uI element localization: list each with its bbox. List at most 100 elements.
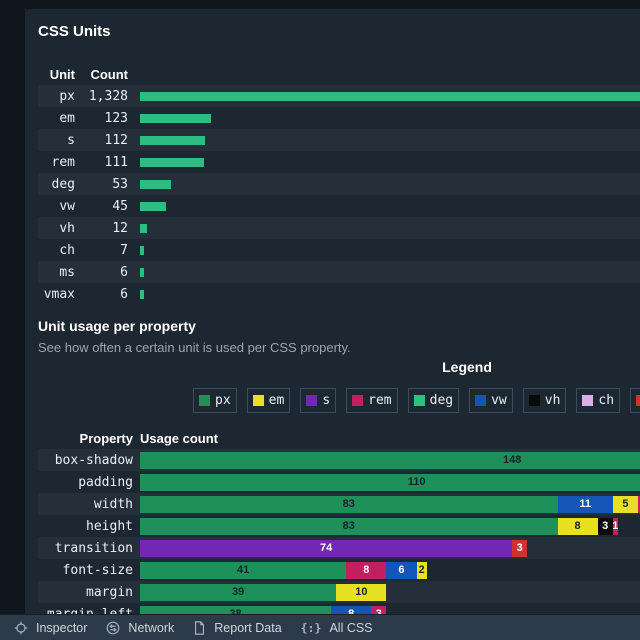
property-header-property: Property (79, 430, 133, 446)
tab-network[interactable]: Network (106, 621, 174, 635)
segment-px: 41 (140, 561, 347, 579)
segment-em: 5 (612, 495, 638, 513)
property-label: margin (86, 584, 133, 600)
unit-row-vh: vh 12 (38, 217, 640, 239)
segment-vw: 11 (557, 495, 613, 513)
unit-count: 6 (120, 264, 128, 280)
legend-label: vh (544, 393, 561, 408)
units-table-body: px 1,328 em 123 s 112 rem 111 deg 53 vw 45 vh 12 ch 7 ms… (38, 85, 640, 305)
unit-count: 45 (112, 198, 128, 214)
legend-label: px (215, 393, 231, 408)
unit-count: 111 (104, 154, 128, 170)
legend-swatch-rem (352, 395, 364, 406)
property-label: transition (54, 540, 133, 556)
unit-label: deg (51, 176, 75, 192)
legend-swatch-px (199, 395, 210, 406)
unit-count-bar (140, 267, 144, 277)
unit-label: s (67, 132, 75, 148)
segment-vw: 6 (386, 561, 417, 579)
unit-count: 1,328 (88, 88, 128, 104)
units-header-unit: Unit (49, 66, 75, 82)
tab-all-css-label: All CSS (329, 620, 373, 635)
property-label: box-shadow (54, 452, 133, 468)
legend-swatch-s (306, 395, 318, 406)
unit-row-s: s 112 (38, 129, 640, 151)
segment-rem: 3 (371, 605, 387, 614)
unit-row-ch: ch 7 (38, 239, 640, 261)
property-label: width (93, 496, 133, 512)
unit-label: px (59, 88, 75, 104)
unit-label: vmax (43, 286, 75, 302)
unit-count-bar (140, 91, 640, 101)
unit-count-bar (140, 201, 166, 211)
legend-label: s (322, 393, 331, 408)
unit-label: ch (59, 242, 75, 258)
unit-row-vw: vw 45 (38, 195, 640, 217)
inspector-crosshair-icon (14, 621, 28, 635)
legend-label: rem (368, 393, 392, 408)
legend-swatch-vw (475, 395, 487, 406)
css-units-report-panel: CSS Units Unit Count px 1,328 em 123 s 112 rem… (25, 9, 640, 614)
property-label: margin-left (46, 606, 133, 615)
segment-px: 83 (140, 517, 558, 535)
legend-chip-deg: deg (407, 388, 460, 413)
unit-count: 112 (104, 132, 128, 148)
legend-chip-px: px (193, 388, 237, 413)
unit-row-em: em 123 (38, 107, 640, 129)
property-label: padding (78, 474, 133, 490)
unit-count: 6 (120, 286, 128, 302)
tab-report-data-label: Report Data (214, 620, 282, 635)
legend-label: em (268, 393, 285, 408)
unit-row-vmax: vmax 6 (38, 283, 640, 305)
tab-all-css[interactable]: {:} All CSS (301, 621, 373, 635)
unit-row-deg: deg 53 (38, 173, 640, 195)
unit-count-bar (140, 289, 144, 299)
unit-count: 12 (112, 220, 128, 236)
legend: Legend px em s rem deg vw vh chms (193, 359, 640, 413)
segment-px: 39 (140, 583, 337, 601)
legend-chip-s: s (300, 388, 337, 413)
unit-label: rem (51, 154, 75, 170)
property-label: height (86, 518, 133, 534)
legend-chip-rem: rem (346, 388, 398, 413)
segment-px: 110 (140, 473, 640, 491)
unit-count-bar (140, 135, 205, 145)
unit-label: ms (59, 264, 75, 280)
code-braces-icon: {:} (300, 620, 322, 635)
property-row-width: width 831153 (38, 493, 640, 515)
unit-row-ms: ms 6 (38, 261, 640, 283)
property-row-height: height 83 8 3 1 (38, 515, 640, 537)
property-row-transition: transition 74 3 (38, 537, 640, 559)
legend-swatch-ch (582, 395, 594, 406)
document-icon (193, 620, 206, 635)
segment-vw: 8 (331, 605, 372, 614)
unit-label: em (59, 110, 75, 126)
legend-label: deg (429, 393, 454, 408)
property-row-margin: margin 39 10 (38, 581, 640, 603)
unit-row-px: px 1,328 (38, 85, 640, 107)
page-title: CSS Units (38, 23, 111, 40)
legend-swatch-vh (528, 395, 540, 406)
unit-label: vh (59, 220, 75, 236)
property-table-body: box-shadow148padding110width831153height… (38, 449, 640, 614)
tab-report-data[interactable]: Report Data (193, 620, 282, 635)
section-subtitle: See how often a certain unit is used per… (38, 340, 351, 355)
legend-chip-ch: ch (576, 388, 621, 413)
segment-em: 8 (557, 517, 598, 535)
legend-swatch-em (252, 395, 264, 406)
tab-network-label: Network (128, 620, 175, 635)
unit-count: 123 (104, 110, 128, 126)
legend-label: vw (491, 393, 507, 408)
unit-count: 53 (112, 176, 128, 192)
segment-ms: 3 (512, 539, 528, 557)
segment-s: 74 (140, 539, 513, 557)
legend-chip-em: em (246, 388, 291, 413)
segment-rem: 1 (612, 517, 618, 535)
unit-count-bar (140, 245, 144, 255)
segment-px: 38 (140, 605, 332, 614)
segment-em: 10 (336, 583, 387, 601)
legend-chip-vw: vw (469, 388, 513, 413)
tab-inspector[interactable]: Inspector (14, 621, 87, 635)
property-row-font-size: font-size 41 8 6 2 (38, 559, 640, 581)
legend-chips: px em s rem deg vw vh chms (193, 388, 640, 413)
